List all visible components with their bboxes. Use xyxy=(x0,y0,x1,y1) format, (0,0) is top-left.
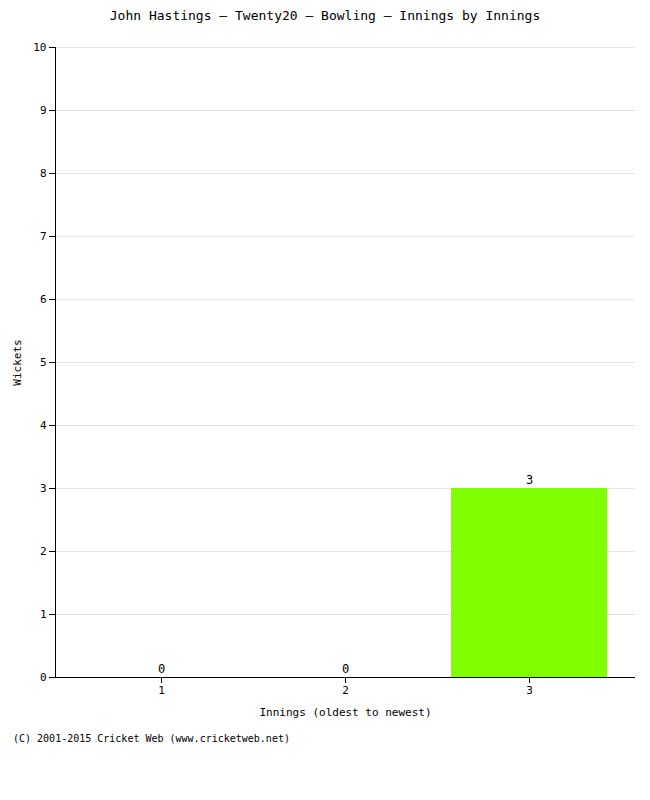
svg-text:6: 6 xyxy=(40,293,47,306)
svg-text:0: 0 xyxy=(342,662,349,676)
svg-text:1: 1 xyxy=(40,608,47,621)
svg-text:1: 1 xyxy=(158,684,165,697)
svg-text:8: 8 xyxy=(40,167,47,180)
svg-text:Wickets: Wickets xyxy=(11,339,24,385)
svg-text:3: 3 xyxy=(40,482,47,495)
svg-text:9: 9 xyxy=(40,104,47,117)
svg-text:Innings (oldest to newest): Innings (oldest to newest) xyxy=(259,706,431,719)
svg-text:7: 7 xyxy=(40,230,47,243)
svg-text:3: 3 xyxy=(526,684,533,697)
html-text:John Hastings – Twenty20 – Bow: John Hastings – Twenty20 – Bowling – Inn… xyxy=(109,8,541,23)
svg-text:5: 5 xyxy=(40,356,47,369)
svg-text:0: 0 xyxy=(158,662,165,676)
html-text:(C) 2001-2015 Cricket Web (www: (C) 2001-2015 Cricket Web (www.cricketwe… xyxy=(13,733,290,744)
svg-text:2: 2 xyxy=(342,684,349,697)
svg-text:3: 3 xyxy=(526,473,533,487)
svg-text:2: 2 xyxy=(40,545,47,558)
svg-text:4: 4 xyxy=(40,419,47,432)
svg-text:0: 0 xyxy=(40,671,47,684)
svg-text:10: 10 xyxy=(33,41,46,54)
